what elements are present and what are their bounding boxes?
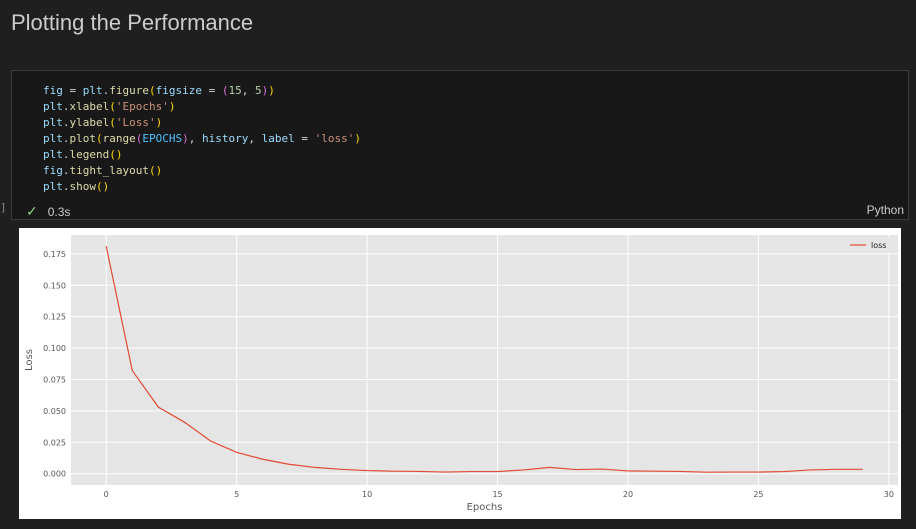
y-tick-label: 0.000 (43, 470, 66, 479)
code-token: plt (43, 116, 63, 129)
code-line: fig.tight_layout() (43, 163, 361, 179)
code-token: () (148, 164, 163, 177)
code-token: history (202, 132, 249, 145)
code-token: = (62, 84, 83, 97)
code-token: 'Loss' (115, 116, 156, 129)
code-token: . (62, 132, 70, 145)
code-token: range (102, 132, 136, 145)
code-token: () (109, 148, 123, 161)
code-token: , (248, 132, 262, 145)
y-tick-label: 0.075 (43, 375, 66, 384)
check-icon: ✓ (26, 203, 38, 219)
x-tick-label: 0 (104, 490, 109, 499)
code-token: label (261, 132, 295, 145)
code-token: ( (149, 84, 156, 97)
code-editor[interactable]: fig = plt.figure(figsize = (15, 5)) plt.x… (43, 83, 361, 195)
code-token: ) (268, 84, 275, 97)
code-token: show (69, 180, 97, 193)
code-token: ( (221, 84, 229, 97)
code-token: plt (43, 148, 63, 161)
code-token: plot (69, 132, 97, 145)
code-token: tight_layout (69, 164, 149, 177)
code-line: plt.show() (43, 179, 361, 195)
y-tick-label: 0.100 (43, 344, 66, 353)
code-token: , (188, 132, 202, 145)
cell-gutter-bracket: ] (0, 201, 7, 214)
code-token: EPOCHS (142, 132, 183, 145)
execution-status: ✓ 0.3s (26, 203, 70, 220)
y-tick-label: 0.175 (43, 250, 66, 259)
code-token: ( (135, 132, 143, 145)
x-tick-label: 10 (362, 490, 372, 499)
code-token: figure (109, 84, 149, 97)
x-tick-label: 30 (884, 490, 894, 499)
code-token: 'loss' (314, 132, 355, 145)
code-token: . (62, 148, 70, 161)
code-line: plt.legend() (43, 147, 361, 163)
code-token: ( (109, 116, 116, 129)
y-tick-label: 0.025 (43, 438, 66, 447)
x-tick-label: 5 (234, 490, 239, 499)
code-token: xlabel (69, 100, 110, 113)
code-line: fig = plt.figure(figsize = (15, 5)) (43, 83, 361, 99)
code-line: plt.ylabel('Loss') (43, 115, 361, 131)
x-tick-label: 20 (623, 490, 633, 499)
code-token: plt (43, 132, 63, 145)
x-axis-label: Epochs (467, 502, 503, 513)
code-token: ) (261, 84, 269, 97)
code-token: 5 (254, 84, 262, 97)
code-token: . (62, 116, 70, 129)
code-token: . (62, 180, 70, 193)
code-token: fig (43, 84, 63, 97)
code-token: ) (182, 132, 189, 145)
cell-output: 0 5 10 15 20 25 30 0.000 0.025 0.050 0.075 0.100 0.1… (19, 228, 901, 519)
code-token: = (294, 132, 315, 145)
loss-chart: 0 5 10 15 20 25 30 0.000 0.025 0.050 0.075 0.100 0.1… (24, 235, 898, 513)
code-token: ( (96, 132, 103, 145)
x-tick-label: 25 (753, 490, 763, 499)
code-token: 'Epochs' (115, 100, 169, 113)
y-axis-label: Loss (24, 349, 35, 371)
y-tick-label: 0.050 (43, 407, 66, 416)
x-tick-label: 15 (492, 490, 502, 499)
code-token: ylabel (69, 116, 110, 129)
execution-time: 0.3s (47, 205, 71, 219)
code-token: legend (69, 148, 110, 161)
code-token: () (96, 180, 110, 193)
code-token: 15 (228, 84, 242, 97)
code-token: . (102, 84, 110, 97)
code-token: plt (43, 100, 63, 113)
y-tick-label: 0.150 (43, 281, 66, 290)
code-token: plt (43, 180, 63, 193)
legend-box (846, 238, 896, 252)
series-line-loss (105, 246, 863, 473)
code-token: plt (82, 84, 103, 97)
code-token: ) (168, 100, 176, 113)
legend-label: loss (871, 241, 886, 250)
code-token: . (62, 100, 70, 113)
code-line: plt.xlabel('Epochs') (43, 99, 361, 115)
plot-area (71, 235, 898, 485)
y-tick-label: 0.125 (43, 313, 66, 322)
section-heading: Plotting the Performance (11, 10, 254, 35)
language-label[interactable]: Python (866, 203, 904, 217)
code-token: = (201, 84, 222, 97)
code-token: ) (354, 132, 361, 145)
code-token: figsize (155, 84, 202, 97)
code-token: fig (43, 164, 63, 177)
code-token: ) (155, 116, 163, 129)
code-token: ( (109, 100, 116, 113)
code-cell[interactable]: fig = plt.figure(figsize = (15, 5)) plt.x… (11, 70, 909, 220)
code-line: plt.plot(range(EPOCHS), history, label =… (43, 131, 361, 147)
code-token: . (62, 164, 70, 177)
code-token: , (241, 84, 255, 97)
